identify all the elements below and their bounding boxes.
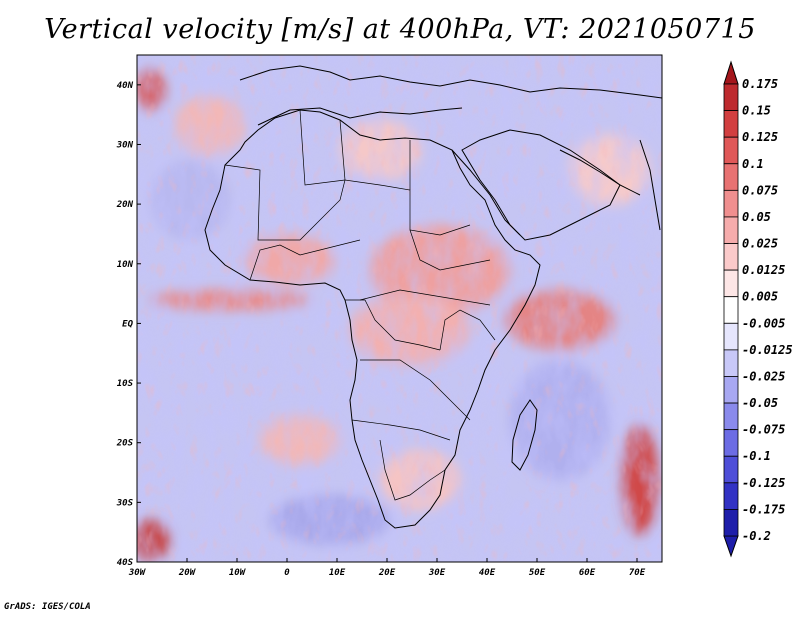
colorbar-level-label: -0.075 [742, 423, 785, 437]
lon-tick-label: 60E [579, 568, 596, 578]
colorbar-swatch [723, 509, 739, 537]
arabian-peninsula [461, 129, 621, 241]
colorbar-level-label: 0.15 [742, 104, 771, 118]
colorbar-level-label: 0.0125 [742, 263, 785, 277]
colorbar-swatch [723, 83, 739, 111]
coastlines [204, 65, 662, 529]
lon-tick-label: 30W [128, 568, 147, 578]
plot-frame [136, 54, 663, 563]
africa-coastline [204, 109, 541, 529]
india-coast [639, 139, 661, 231]
red-sea [451, 149, 521, 236]
map-axes: 30W 20W 10W 0 10E 20E 30E 40E 50E 60E 70E 40N 30N 20N… [116, 81, 646, 578]
vertical-velocity-field [137, 55, 662, 562]
colorbar: 0.175 0.15 0.125 0.1 0.075 0.05 0.025 0.0125 0.0… [723, 60, 793, 558]
lat-tick-label: 20N [116, 200, 134, 210]
colorbar-swatch [723, 110, 739, 138]
colorbar-top-arrow [723, 60, 739, 85]
lat-tick-label: 30S [116, 498, 134, 508]
colorbar-level-label: -0.175 [742, 502, 785, 516]
lat-tick-label: 20S [116, 439, 134, 449]
colorbar-swatch [723, 136, 739, 165]
madagascar [511, 399, 538, 471]
colorbar-swatch [723, 429, 739, 457]
field-texture-red [137, 55, 662, 562]
colorbar-level-label: -0.1 [742, 449, 771, 463]
colorbar-swatch [723, 482, 739, 510]
lon-tick-label: 10E [329, 568, 346, 578]
colorbar-level-label: 0.025 [742, 237, 778, 251]
lat-tick-label: 30N [116, 140, 134, 150]
lon-tick-label: 20W [178, 568, 197, 578]
colorbar-swatch [723, 455, 739, 484]
colorbar-swatch [723, 269, 739, 298]
chart-title: Vertical velocity [m/s] at 400hPa, VT: 2… [44, 14, 756, 45]
lon-tick-label: 0 [284, 568, 290, 578]
lon-tick-label: 40E [479, 568, 496, 578]
mediterranean-coast [257, 107, 463, 126]
colorbar-bottom-arrow [723, 535, 739, 558]
colorbar-level-label: -0.0125 [742, 343, 793, 357]
lat-tick-label: 40S [117, 558, 134, 568]
colorbar-swatch [723, 376, 739, 404]
colorbar-level-label: -0.005 [742, 316, 785, 330]
colorbar-level-label: -0.05 [742, 396, 778, 410]
lat-tick-label: EQ [122, 319, 133, 329]
europe-coast [239, 65, 662, 99]
colorbar-level-label: 0.1 [742, 157, 764, 171]
colorbar-level-label: 0.175 [742, 77, 778, 91]
colorbar-swatch [723, 243, 739, 271]
colorbar-swatch [723, 402, 739, 431]
lon-tick-label: 30E [428, 568, 446, 578]
colorbar-level-label: -0.125 [742, 476, 785, 490]
lon-tick-label: 50E [529, 568, 546, 578]
colorbar-swatch [723, 163, 739, 191]
colorbar-swatch [723, 189, 739, 218]
colorbar-level-label: 0.05 [742, 210, 771, 224]
grads-credit: GrADS: IGES/COLA [4, 602, 91, 612]
persian-gulf [559, 149, 641, 196]
lon-tick-label: 20E [378, 568, 396, 578]
colorbar-swatch [723, 349, 739, 377]
colorbar-level-label: 0.005 [742, 290, 778, 304]
colorbar-level-label: -0.025 [742, 369, 785, 383]
lon-tick-label: 10W [229, 568, 247, 578]
colorbar-level-label: -0.2 [742, 529, 771, 543]
colorbar-level-label: 0.075 [742, 183, 778, 197]
country-borders [224, 109, 496, 501]
colorbar-swatch [723, 216, 739, 244]
lat-tick-label: 10N [117, 260, 134, 270]
colorbar-swatch [723, 322, 739, 351]
colorbar-swatch [723, 296, 739, 324]
lat-tick-label: 10S [117, 379, 134, 389]
colorbar-level-label: 0.125 [742, 130, 778, 144]
lon-tick-label: 70E [629, 568, 646, 578]
lat-tick-label: 40N [117, 81, 134, 91]
